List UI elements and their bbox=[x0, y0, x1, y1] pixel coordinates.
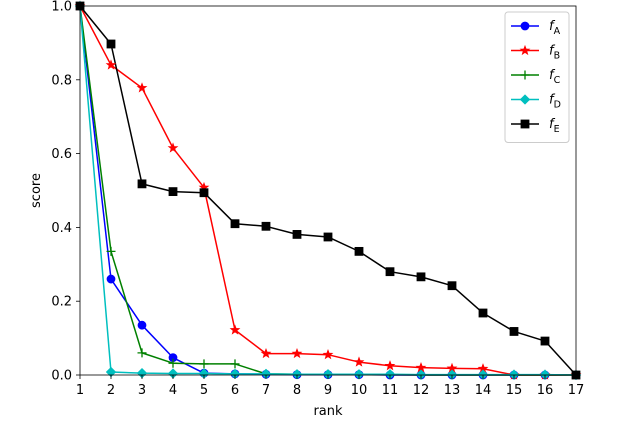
data-point-f-e bbox=[478, 308, 488, 318]
data-point-f-b bbox=[353, 356, 365, 367]
legend-marker-f-d bbox=[519, 94, 531, 105]
series-line-f-c bbox=[79, 5, 576, 376]
legend-marker-f-c bbox=[520, 70, 530, 80]
y-tick-label: 0.6 bbox=[51, 147, 72, 162]
legend-label-f-d: fD bbox=[549, 93, 561, 111]
data-point-f-c bbox=[199, 359, 209, 369]
data-point-f-a bbox=[137, 320, 147, 330]
y-tick-label: 1.0 bbox=[51, 0, 72, 15]
x-tick-label: 14 bbox=[475, 383, 492, 398]
data-point-f-e bbox=[168, 187, 178, 197]
series-line-f-d bbox=[79, 5, 577, 376]
x-tick-label: 16 bbox=[537, 383, 554, 398]
x-tick-label: 12 bbox=[413, 383, 430, 398]
data-point-f-c bbox=[106, 246, 116, 256]
data-point-f-e bbox=[416, 272, 426, 282]
x-tick-label: 2 bbox=[107, 383, 115, 398]
x-axis-label: rank bbox=[313, 404, 343, 419]
series-lines bbox=[79, 5, 577, 376]
legend-marker-f-e bbox=[520, 119, 530, 129]
y-axis-ticks: 0.0 0.2 0.4 0.6 0.8 1.0 bbox=[51, 0, 80, 384]
x-tick-label: 7 bbox=[262, 383, 270, 398]
x-tick-label: 5 bbox=[200, 383, 208, 398]
data-point-f-e bbox=[540, 336, 550, 346]
y-tick-label: 0.4 bbox=[51, 221, 72, 236]
data-point-f-e bbox=[106, 39, 116, 49]
legend: fA fB fC fD fE bbox=[504, 11, 570, 143]
legend-label-f-b: fB bbox=[549, 44, 560, 62]
data-point-f-b bbox=[291, 347, 303, 359]
data-point-f-e bbox=[261, 221, 271, 231]
x-tick-label: 6 bbox=[231, 383, 239, 398]
data-point-f-b bbox=[322, 349, 334, 360]
data-point-f-b bbox=[229, 324, 241, 335]
y-tick-label: 0.2 bbox=[51, 295, 72, 310]
y-tick-label: 0.8 bbox=[51, 73, 72, 88]
legend-label-f-e: fE bbox=[549, 117, 560, 135]
legend-marker-f-b bbox=[519, 44, 531, 56]
x-tick-label: 9 bbox=[324, 383, 332, 398]
data-point-f-b bbox=[260, 347, 272, 359]
legend-label-f-c: fC bbox=[549, 68, 561, 86]
x-tick-label: 15 bbox=[506, 383, 523, 398]
data-point-f-e bbox=[137, 179, 147, 189]
series-line-f-b bbox=[79, 5, 576, 376]
x-tick-label: 17 bbox=[568, 383, 585, 398]
y-axis-label: score bbox=[29, 173, 44, 208]
data-point-f-e bbox=[354, 246, 364, 256]
legend-box bbox=[504, 11, 570, 143]
legend-marker-f-a bbox=[520, 21, 530, 31]
x-tick-label: 1 bbox=[76, 383, 84, 398]
data-point-f-b bbox=[105, 59, 117, 70]
data-point-f-b bbox=[384, 360, 396, 371]
x-tick-label: 3 bbox=[138, 383, 146, 398]
x-tick-label: 13 bbox=[444, 383, 461, 398]
data-point-f-c bbox=[230, 359, 240, 369]
data-point-f-e bbox=[292, 230, 302, 239]
series-line-f-e bbox=[79, 5, 577, 376]
x-tick-label: 10 bbox=[351, 383, 368, 398]
data-point-f-a bbox=[106, 274, 116, 284]
data-point-f-e bbox=[230, 219, 240, 229]
data-point-f-e bbox=[509, 327, 519, 336]
data-point-f-b bbox=[136, 82, 148, 93]
data-point-f-e bbox=[199, 188, 209, 198]
x-axis-ticks: 1 2 3 4 5 6 7 8 9 10 11 12 13 14 15 16 17 bbox=[76, 375, 584, 398]
x-tick-label: 4 bbox=[169, 383, 177, 398]
x-tick-label: 11 bbox=[382, 383, 399, 398]
data-point-f-e bbox=[447, 281, 457, 291]
data-point-f-e bbox=[385, 267, 395, 277]
plot-frame bbox=[79, 5, 577, 376]
data-point-f-c bbox=[137, 348, 147, 358]
data-point-f-b bbox=[167, 142, 179, 153]
series-line-f-a bbox=[79, 5, 576, 376]
y-tick-label: 0.0 bbox=[51, 369, 72, 384]
data-point-f-e bbox=[323, 232, 333, 242]
legend-label-f-a: fA bbox=[549, 19, 561, 37]
data-point-f-c bbox=[168, 358, 178, 368]
x-tick-label: 8 bbox=[293, 383, 301, 398]
